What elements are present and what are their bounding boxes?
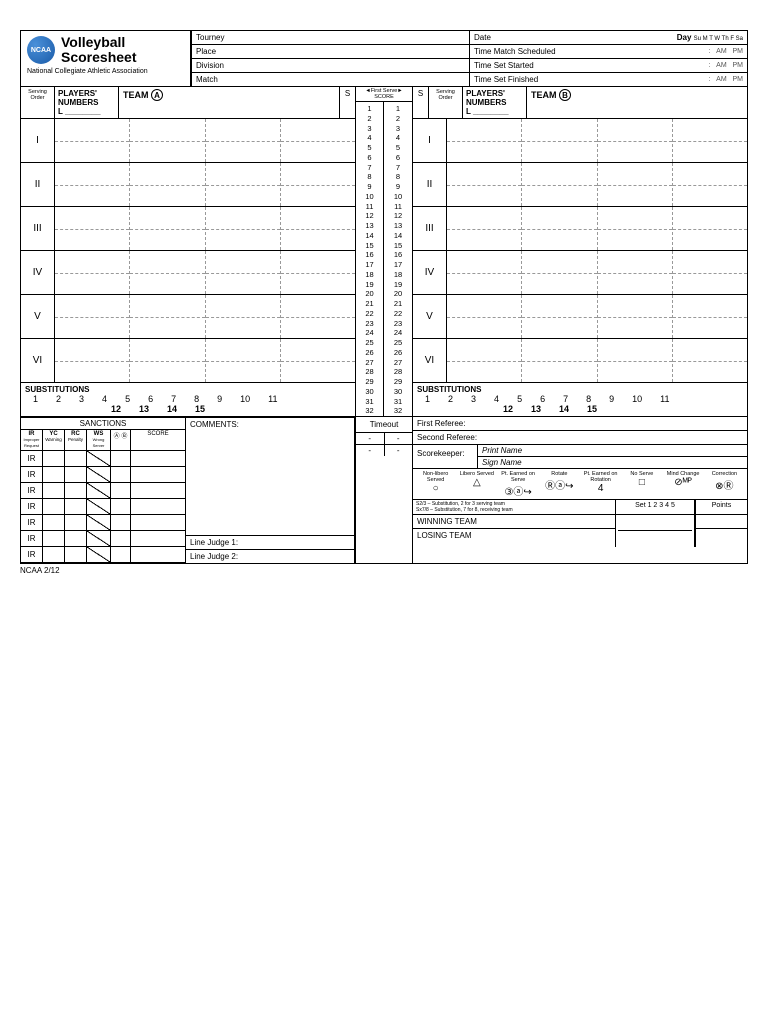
tms-cell[interactable]: Time Match Scheduled: AM PM (469, 45, 747, 59)
subtitle: National Collegiate Athletic Association (27, 68, 184, 75)
s-col-b: S (413, 87, 429, 118)
footer: NCAA 2/12 (20, 564, 748, 575)
timeout-row1[interactable]: -- (356, 432, 412, 444)
lineup-row[interactable]: III (413, 207, 747, 251)
place-cell[interactable]: Place (191, 45, 469, 59)
lineup-row[interactable]: I (413, 119, 747, 163)
lineup-row[interactable]: VI (413, 339, 747, 383)
subs-a: SUBSTITUTIONS 1234567891011 12131415 (21, 383, 355, 417)
date-cell[interactable]: DateDay Su M T W Th F Sa (469, 31, 747, 45)
legend: Non-libero Served○Libero Served△Pt. Earn… (413, 469, 747, 500)
line-judge-2[interactable]: Line Judge 2: (186, 549, 354, 563)
lineup-row[interactable]: II (21, 163, 355, 207)
title-line1: Volleyball (61, 35, 136, 50)
lineup-row[interactable]: IV (413, 251, 747, 295)
score-head: ◄First Serve►SCORE (356, 87, 412, 102)
sanction-row[interactable]: IR (21, 451, 185, 467)
second-referee[interactable]: Second Referee: (413, 431, 747, 445)
lineup-row[interactable]: II (413, 163, 747, 207)
players-numbers-a: PLAYERS' NUMBERSL ________ (55, 87, 119, 118)
serving-order-a: Serving Order (21, 87, 55, 118)
ncaa-logo: NCAA (27, 36, 55, 64)
right-lower: First Referee: Second Referee: Scorekeep… (413, 417, 747, 547)
lineup-row[interactable]: III (21, 207, 355, 251)
scoresheet: NCAA Volleyball Scoresheet National Coll… (20, 30, 748, 564)
losing-team[interactable]: LOSING TEAM (413, 529, 615, 542)
timeout-row2[interactable]: -- (356, 444, 412, 456)
tsf-cell[interactable]: Time Set Finished: AM PM (469, 73, 747, 86)
first-referee[interactable]: First Referee: (413, 417, 747, 431)
team-a-col: Serving Order PLAYERS' NUMBERSL ________… (21, 87, 355, 563)
sanction-row[interactable]: IR (21, 531, 185, 547)
header: NCAA Volleyball Scoresheet National Coll… (21, 31, 747, 87)
sanctions: SANCTIONS IRImproper Request YCWarning R… (21, 418, 186, 563)
lower-a: SANCTIONS IRImproper Request YCWarning R… (21, 417, 355, 563)
lineup-row[interactable]: V (21, 295, 355, 339)
timeout-label: Timeout (356, 416, 412, 432)
lineup-row[interactable]: I (21, 119, 355, 163)
score-col: ◄First Serve►SCORE 123456789101112131415… (355, 87, 413, 563)
logo-area: NCAA Volleyball Scoresheet National Coll… (21, 31, 191, 86)
sanction-row[interactable]: IR (21, 499, 185, 515)
s-col-a: S (339, 87, 355, 118)
tss-cell[interactable]: Time Set Started: AM PM (469, 59, 747, 73)
players-numbers-b: PLAYERS' NUMBERSL ________ (463, 87, 527, 118)
line-judge-1[interactable]: Line Judge 1: (186, 535, 354, 549)
sanction-row[interactable]: IR (21, 547, 185, 563)
title-line2: Scoresheet (61, 50, 136, 65)
lineup-row[interactable]: IV (21, 251, 355, 295)
body: Serving Order PLAYERS' NUMBERSL ________… (21, 87, 747, 563)
info-grid: Tourney DateDay Su M T W Th F Sa Place T… (191, 31, 747, 86)
sanction-row[interactable]: IR (21, 515, 185, 531)
sanction-row[interactable]: IR (21, 483, 185, 499)
winning-team[interactable]: WINNING TEAM (413, 515, 615, 529)
lineup-row[interactable]: V (413, 295, 747, 339)
tourney-cell[interactable]: Tourney (191, 31, 469, 45)
serving-order-b: Serving Order (429, 87, 463, 118)
subs-b: SUBSTITUTIONS 1234567891011 12131415 (413, 383, 747, 417)
team-b-col: S Serving Order PLAYERS' NUMBERSL ______… (413, 87, 747, 563)
result: WINNING TEAM LOSING TEAM (413, 515, 747, 547)
comments[interactable]: COMMENTS: Line Judge 1: Line Judge 2: (186, 418, 355, 563)
team-b-name[interactable]: TEAM B (527, 87, 747, 118)
legend-notes: S2/3 – Substitution, 2 for 3 serving tea… (413, 500, 615, 514)
match-cell[interactable]: Match (191, 73, 469, 86)
lineup-row[interactable]: VI (21, 339, 355, 383)
division-cell[interactable]: Division (191, 59, 469, 73)
sanction-row[interactable]: IR (21, 467, 185, 483)
team-a-name[interactable]: TEAM A (119, 87, 339, 118)
scorekeeper[interactable]: Scorekeeper: Print Name Sign Name (413, 445, 747, 469)
set-label: Set 1 2 3 4 5 (615, 500, 695, 514)
